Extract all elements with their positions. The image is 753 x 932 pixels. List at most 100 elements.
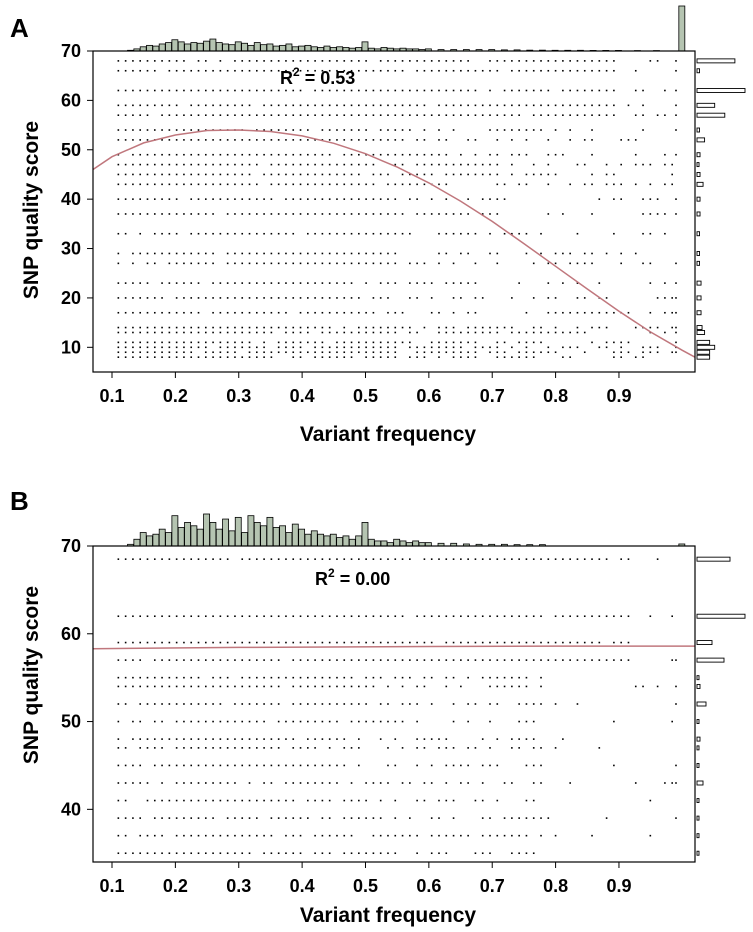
panel-a-scatter-point [234,252,236,255]
panel-a-scatter-point [496,346,499,349]
panel-a-scatter-point [401,104,404,107]
panel-a-scatter-point [525,232,528,235]
panel-b-scatter-point [161,685,163,688]
panel-a-scatter-point [212,153,214,156]
panel-b-scatter-point [256,799,258,802]
panel-a-scatter-point [226,198,229,200]
panel-a-scatter-point [153,60,156,62]
panel-a-scatter-point [562,346,564,349]
panel-a-scatter-point [583,297,586,299]
panel-a-top-histogram-bar [184,43,191,52]
panel-a-scatter-point [562,89,564,92]
panel-a-scatter-point [467,341,469,344]
panel-a-scatter-point [576,104,579,107]
panel-a-scatter-point [168,163,171,166]
panel-a-scatter-point [576,282,579,284]
panel-b-scatter-point [569,782,571,784]
panel-a-scatter-point [576,163,579,166]
panel-a-scatter-point [270,163,273,166]
panel-a-scatter-point [605,183,608,186]
panel-a-top-histogram-bar [298,45,306,52]
panel-a-scatter-point [285,129,287,131]
panel-a-scatter-point [496,213,499,215]
panel-a-scatter-point [430,89,433,92]
panel-a-scatter-point [248,173,251,176]
panel-b-scatter-point [248,659,251,661]
panel-a-scatter-point [292,282,295,284]
panel-b-scatter-point [467,615,469,618]
panel-b-scatter-point [675,764,677,767]
panel-b-scatter-point [328,852,331,855]
panel-a-scatter-point [438,331,440,334]
panel-b-scatter-point [649,834,652,837]
panel-a-scatter-point [481,331,484,334]
panel-a-scatter-point [248,69,251,72]
panel-b-scatter-point [540,703,542,705]
panel-a-scatter-point [139,331,142,334]
panel-a-scatter-point [511,331,513,334]
panel-a-scatter-point [372,163,375,166]
panel-a-scatter-point [321,262,324,265]
panel-b-scatter-point [153,799,156,802]
panel-a-scatter-point [307,297,309,299]
panel-a-scatter-point [336,346,338,349]
panel-a-scatter-point [248,346,251,349]
panel-a-scatter-point [343,183,346,186]
panel-a-scatter-point [248,89,251,92]
panel-a-scatter-point [671,183,673,186]
panel-b-scatter-point [336,834,338,837]
panel-b-scatter-point [532,720,535,723]
panel-a-scatter-point [153,331,156,334]
panel-b-scatter-point [183,782,185,784]
panel-a-scatter-point [212,297,214,299]
panel-a-right-histogram-bar [696,330,706,335]
panel-a-scatter-point [292,153,295,156]
panel-a-scatter-point [350,69,353,72]
panel-a-scatter-point [336,173,338,176]
panel-b-x-tick-label: 0.8 [543,876,568,896]
panel-a-scatter-point [394,198,397,200]
panel-a-scatter-point [452,60,455,62]
panel-b-scatter-point [540,747,542,749]
panel-a-scatter-point [168,139,171,141]
panel-b-scatter-point [204,703,207,705]
panel-a-scatter-point [212,252,214,255]
panel-b-scatter-point [256,834,258,837]
panel-a-scatter-point [212,341,214,344]
panel-a-scatter-point [328,351,331,354]
panel-a-scatter-point [175,232,178,235]
panel-a-scatter-point [219,346,222,349]
panel-b-scatter-point [270,641,273,644]
panel-a-x-tick-label: 0.9 [606,386,631,406]
panel-a-scatter-point [321,69,324,72]
panel-a-scatter-point [256,282,258,284]
panel-a-scatter-point [671,297,673,299]
panel-b-top-histogram-bar [209,522,217,547]
panel-b-top-histogram-bar [272,527,280,547]
panel-a-scatter-point [197,104,200,107]
panel-a-scatter-point [328,282,331,284]
panel-a-scatter-point [241,153,244,156]
panel-a-scatter-point [664,311,666,314]
panel-b-scatter-point [518,676,520,679]
panel-b-scatter-point [175,685,178,688]
panel-a-top-histogram-bar [190,42,198,52]
panel-a-scatter-point [372,139,375,141]
panel-b-scatter-point [321,852,324,855]
panel-b-scatter-point [241,834,244,837]
panel-a-scatter-point [372,153,375,156]
panel-a-scatter-point [146,341,149,344]
panel-a-scatter-point [438,311,440,314]
panel-b-scatter-point [481,834,484,837]
panel-a-scatter-point [569,139,571,141]
panel-b-top-histogram-bar [310,530,318,547]
panel-a-scatter-point [197,232,200,235]
panel-a-scatter-point [547,163,550,166]
panel-a-scatter-point [299,183,302,186]
panel-a-scatter-point [183,351,185,354]
panel-b-scatter-point [554,615,557,618]
panel-b-scatter-point [358,764,360,767]
panel-a-scatter-point [190,173,193,176]
panel-a-scatter-point [387,356,389,358]
panel-b-scatter-point [139,817,142,819]
